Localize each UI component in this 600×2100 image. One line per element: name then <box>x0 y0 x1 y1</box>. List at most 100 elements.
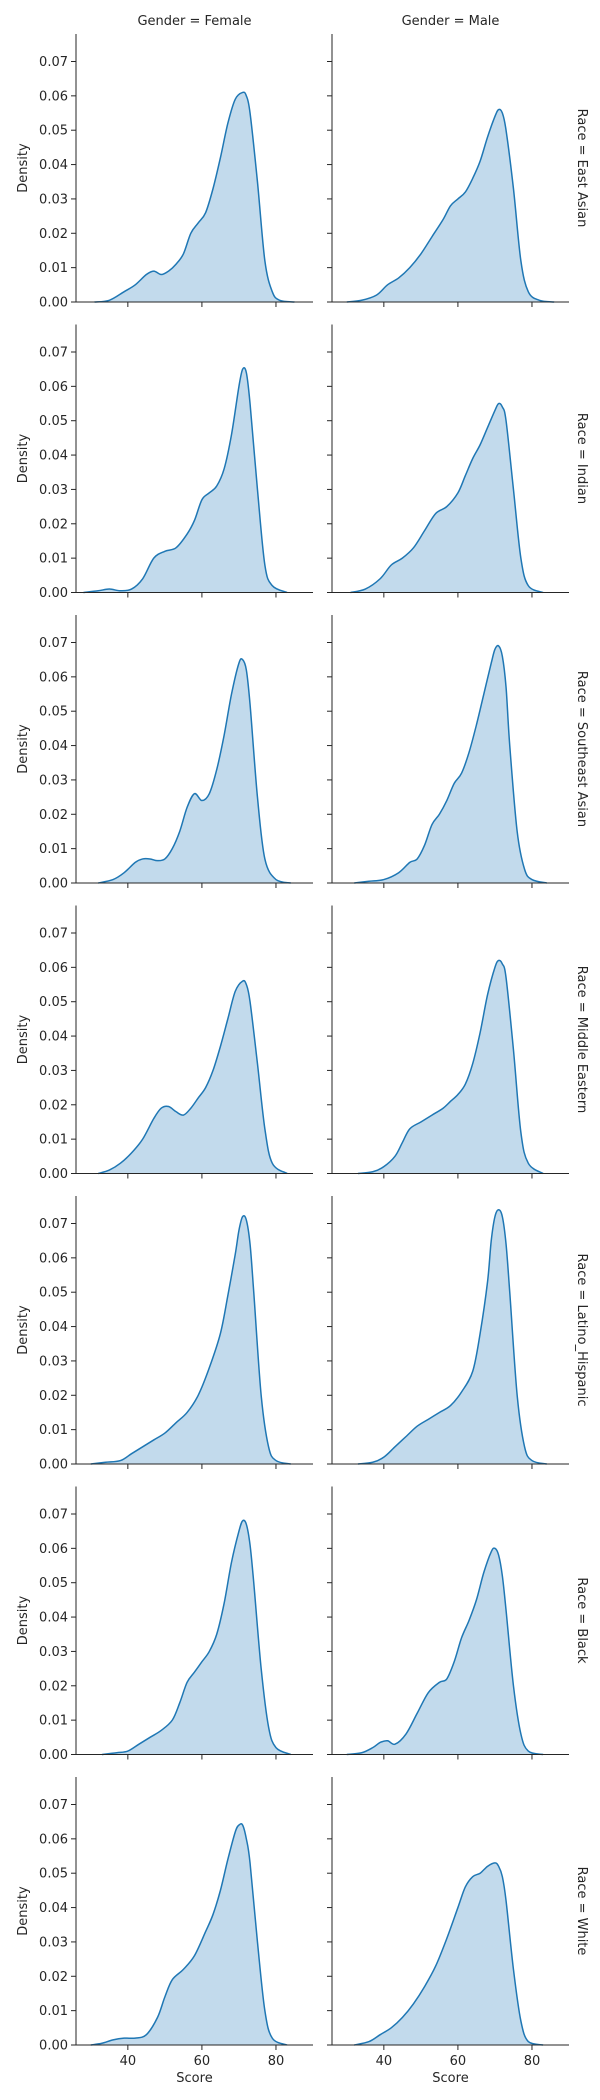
row-title-race-middle-eastern: Race = Middle Eastern <box>574 966 589 1114</box>
y-tick-label: 0.06 <box>39 961 68 976</box>
row-title-race-white: Race = White <box>574 1867 589 1956</box>
y-tick-label: 0.07 <box>39 636 68 651</box>
y-tick-label: 0.07 <box>39 55 68 70</box>
x-tick-label: 80 <box>524 2054 541 2069</box>
x-axis-label: Score <box>176 2071 212 2086</box>
y-tick-label: 0.01 <box>39 261 68 276</box>
row-title-race-latino-hispanic: Race = Latino_Hispanic <box>574 1253 589 1406</box>
y-tick-label: 0.05 <box>39 1576 68 1591</box>
y-tick-label: 0.05 <box>39 995 68 1010</box>
kde-area <box>83 367 288 593</box>
y-tick-label: 0.05 <box>39 124 68 139</box>
panel-race-middle-eastern-gender-male <box>327 905 569 1179</box>
y-tick-label: 0.00 <box>39 877 68 892</box>
x-axis-label: Score <box>432 2071 468 2086</box>
y-tick-label: 0.04 <box>39 1611 68 1626</box>
kde-area <box>346 109 555 302</box>
kde-area <box>90 1215 291 1464</box>
x-tick-label: 60 <box>450 2054 467 2069</box>
y-tick-label: 0.01 <box>39 842 68 857</box>
y-tick-label: 0.02 <box>39 1970 68 1985</box>
kde-line <box>101 1519 292 1756</box>
y-tick-label: 0.04 <box>39 1320 68 1335</box>
y-axis-label: Density <box>16 433 31 483</box>
kde-line <box>346 1547 544 1756</box>
y-tick-label: 0.07 <box>39 1507 68 1522</box>
y-tick-label: 0.02 <box>39 1679 68 1694</box>
y-tick-label: 0.04 <box>39 1030 68 1045</box>
y-tick-label: 0.06 <box>39 89 68 104</box>
y-tick-label: 0.05 <box>39 705 68 720</box>
y-tick-label: 0.06 <box>39 670 68 685</box>
kde-area <box>346 1548 544 1755</box>
x-tick-label: 40 <box>376 2054 393 2069</box>
y-tick-label: 0.00 <box>39 1167 68 1182</box>
kde-area <box>94 92 295 302</box>
col-title-gender-female: Gender = Female <box>137 14 251 29</box>
kde-line <box>90 1823 288 2046</box>
y-tick-label: 0.01 <box>39 552 68 567</box>
kde-line <box>94 91 295 303</box>
y-axis-label: Density <box>16 143 31 193</box>
y-tick-label: 0.03 <box>39 1645 68 1660</box>
y-axis-label: Density <box>16 1886 31 1936</box>
kde-area <box>350 403 544 593</box>
y-tick-label: 0.03 <box>39 192 68 207</box>
panel-race-white-gender-male: 40 60 80 Score <box>327 1777 569 2086</box>
kde-area <box>98 658 291 883</box>
y-tick-label: 0.02 <box>39 227 68 242</box>
y-axis-label: Density <box>16 724 31 774</box>
kde-line <box>354 1862 544 2046</box>
x-tick-label: 60 <box>194 2054 211 2069</box>
kde-line <box>98 658 291 884</box>
y-tick-label: 0.06 <box>39 1542 68 1557</box>
kde-line <box>346 108 555 303</box>
y-tick-label: 0.06 <box>39 380 68 395</box>
panel-race-east-asian-gender-male <box>327 34 569 307</box>
y-tick-label: 0.00 <box>39 2039 68 2054</box>
panel-race-black-gender-female: 0.00 0.01 0.02 0.03 0.04 0.05 0.06 0.07 <box>39 1486 313 1763</box>
y-tick-label: 0.07 <box>39 926 68 941</box>
y-tick-label: 0.00 <box>39 296 68 311</box>
y-tick-label: 0.04 <box>39 1901 68 1916</box>
kde-area <box>354 1862 544 2045</box>
row-title-race-east-asian: Race = East Asian <box>574 109 589 228</box>
y-tick-label: 0.02 <box>39 808 68 823</box>
y-axis-label: Density <box>16 1305 31 1355</box>
x-tick-label: 40 <box>120 2054 137 2069</box>
y-axis-label: Density <box>16 1014 31 1064</box>
y-tick-label: 0.05 <box>39 1867 68 1882</box>
panel-race-latino-hispanic-gender-female: 0.00 0.01 0.02 0.03 0.04 0.05 0.06 0.07 <box>39 1196 313 1473</box>
panel-race-white-gender-female: 0.00 0.01 0.02 0.03 0.04 0.05 0.06 0.07 40 60 80 Sc… <box>39 1777 313 2086</box>
y-tick-label: 0.07 <box>39 1798 68 1813</box>
y-tick-label: 0.02 <box>39 1389 68 1404</box>
kde-line <box>357 1208 547 1465</box>
row-title-race-black: Race = Black <box>574 1577 589 1664</box>
kde-area <box>98 980 288 1174</box>
y-tick-label: 0.02 <box>39 517 68 532</box>
y-tick-label: 0.04 <box>39 449 68 464</box>
y-tick-label: 0.03 <box>39 483 68 498</box>
panel-race-southeast-asian-gender-male <box>327 615 569 888</box>
y-tick-label: 0.07 <box>39 1217 68 1232</box>
kde-line <box>97 979 288 1175</box>
y-tick-label: 0.03 <box>39 1064 68 1079</box>
kde-line <box>357 959 544 1175</box>
kde-line <box>354 644 547 884</box>
panel-race-southeast-asian-gender-female: 0.00 0.01 0.02 0.03 0.04 0.05 0.06 0.07 <box>39 615 313 892</box>
y-tick-label: 0.01 <box>39 1714 68 1729</box>
y-tick-label: 0.01 <box>39 1423 68 1438</box>
kde-area <box>357 1209 547 1464</box>
y-tick-label: 0.02 <box>39 1098 68 1113</box>
y-tick-label: 0.00 <box>39 1458 68 1473</box>
y-tick-label: 0.00 <box>39 586 68 601</box>
panel-race-indian-gender-female: 0.00 0.01 0.02 0.03 0.04 0.05 0.06 0.07 <box>39 324 313 601</box>
y-tick-label: 0.04 <box>39 739 68 754</box>
kde-area <box>354 645 547 883</box>
y-tick-label: 0.06 <box>39 1251 68 1266</box>
y-tick-label: 0.03 <box>39 1935 68 1950</box>
row-title-race-southeast-asian: Race = Southeast Asian <box>574 671 589 827</box>
kde-area <box>101 1520 291 1755</box>
y-tick-label: 0.05 <box>39 414 68 429</box>
